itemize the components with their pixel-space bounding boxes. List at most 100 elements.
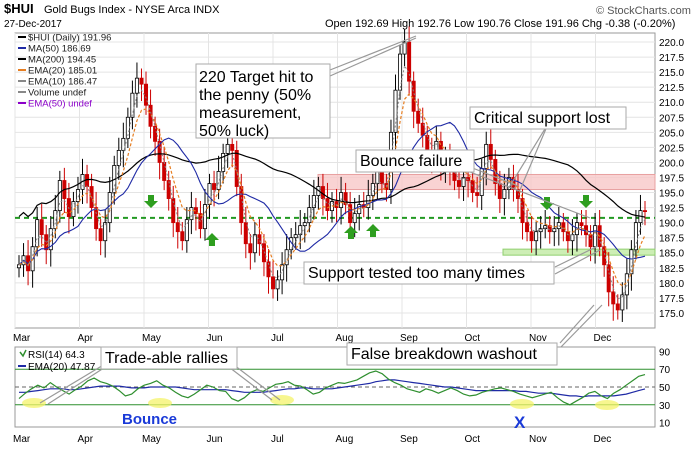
price-bar xyxy=(611,291,616,305)
rsi-tick-label: 10 xyxy=(659,419,671,430)
index-name: Gold Bugs Index - NYSE Arca INDX xyxy=(44,4,220,16)
price-bar xyxy=(588,234,593,248)
price-bar xyxy=(234,149,239,187)
buy-arrows xyxy=(144,195,593,246)
price-tick-label: 195.0 xyxy=(659,189,684,200)
arrow-down-icon xyxy=(579,195,593,208)
price-bar xyxy=(552,228,557,233)
rsi-line xyxy=(18,370,646,406)
price-bar xyxy=(35,219,40,248)
price-tick-label: 185.0 xyxy=(659,249,684,260)
price-bar xyxy=(266,261,271,278)
rsi-ema-line xyxy=(19,379,646,398)
callout-lines xyxy=(329,35,603,349)
ma50-line xyxy=(18,121,646,266)
false-breakdown-text: False breakdown washout xyxy=(351,346,537,363)
target-text-4: 50% luck) xyxy=(199,123,269,140)
price-bar xyxy=(212,183,217,190)
price-bar xyxy=(116,149,121,166)
price-bar xyxy=(248,243,253,254)
price-bar xyxy=(39,219,44,236)
price-bar xyxy=(184,219,189,242)
price-tick-label: 220.0 xyxy=(659,38,684,49)
tradeable-text: Trade-able rallies xyxy=(105,350,228,367)
price-bar xyxy=(280,264,285,281)
price-bar xyxy=(284,249,289,266)
x-mark-label: X xyxy=(514,413,526,432)
price-bar xyxy=(134,77,139,94)
target-text-2: the penny (50% xyxy=(199,87,311,104)
target-text-1: 220 Target hit to xyxy=(199,69,314,86)
month-tick-label: Nov xyxy=(529,434,547,445)
price-bar xyxy=(257,234,262,245)
price-bars xyxy=(16,26,648,322)
price-bar xyxy=(302,222,307,227)
month-tick-label: Aug xyxy=(336,434,354,445)
price-bar xyxy=(602,246,607,266)
arrow-up-icon xyxy=(344,226,358,239)
price-bar xyxy=(515,189,520,199)
bounce-failure-text: Bounce failure xyxy=(360,153,462,170)
price-tick-label: 180.0 xyxy=(659,279,684,290)
price-tick-label: 197.5 xyxy=(659,173,684,184)
price-bar xyxy=(311,195,316,208)
month-axis-bottom: Mar Apr May Jun Jul Aug Sep Oct Nov Dec xyxy=(13,434,611,445)
price-bar xyxy=(370,183,375,196)
price-tick-label: 190.0 xyxy=(659,219,684,230)
price-bar xyxy=(633,222,638,251)
month-tick-label: Apr xyxy=(78,333,94,344)
legend-item: $HUI (Daily) 191.96 xyxy=(28,33,111,44)
price-bar xyxy=(57,180,62,212)
price-tick-label: 205.0 xyxy=(659,128,684,139)
critical-text: Critical support lost xyxy=(474,110,611,127)
rsi-highlight xyxy=(22,398,46,408)
rsi-tick-label: 70 xyxy=(659,365,671,376)
price-bar xyxy=(216,171,221,190)
month-tick-label: Jun xyxy=(207,333,223,344)
price-bar xyxy=(53,210,58,230)
price-bar xyxy=(375,171,380,184)
price-tick-label: 192.5 xyxy=(659,204,684,215)
price-bar xyxy=(534,231,539,242)
legend-item: Volume undef xyxy=(28,88,86,99)
month-tick-label: Jul xyxy=(271,333,284,344)
month-tick-label: Sep xyxy=(400,434,418,445)
price-bar xyxy=(615,303,620,311)
price-bar xyxy=(94,207,99,230)
target-callout: 220 Target hit to the penny (50% measure… xyxy=(195,63,331,140)
price-bar xyxy=(352,213,357,224)
price-bar xyxy=(202,204,207,230)
price-tick-label: 212.5 xyxy=(659,83,684,94)
price-bar xyxy=(398,53,403,91)
price-bar xyxy=(275,279,280,290)
price-bar xyxy=(166,180,171,199)
rsi-tick-label: 30 xyxy=(659,401,671,412)
target-text-3: measurement, xyxy=(199,105,301,122)
price-bar xyxy=(643,210,648,213)
price-tick-label: 175.0 xyxy=(659,309,684,320)
price-bar xyxy=(252,234,257,254)
price-bar xyxy=(407,41,412,82)
price-bar xyxy=(130,92,135,118)
price-bar xyxy=(243,222,248,245)
arrow-up-icon xyxy=(366,224,380,237)
brand-label: © StockCharts.com xyxy=(596,5,691,17)
chart-date: 27-Dec-2017 xyxy=(4,19,62,30)
price-tick-label: 207.5 xyxy=(659,113,684,124)
rsi-highlight xyxy=(595,400,619,410)
critical-callout: Critical support lost xyxy=(469,106,627,130)
price-tick-label: 215.0 xyxy=(659,68,684,79)
month-tick-label: Sep xyxy=(400,333,418,344)
price-bar xyxy=(402,41,407,55)
price-bar xyxy=(75,189,80,202)
price-bar xyxy=(221,153,226,172)
month-axis-top: Mar Apr May Jun Jul Aug Sep Oct Nov Dec xyxy=(13,333,611,344)
bounce-label: Bounce xyxy=(122,411,177,428)
bounce-failure-callout: Bounce failure xyxy=(355,149,475,173)
price-tick-label: 182.5 xyxy=(659,264,684,275)
legend-item: EMA(10) 186.47 xyxy=(28,77,97,88)
price-bar xyxy=(425,134,430,151)
price-bar xyxy=(171,198,176,224)
